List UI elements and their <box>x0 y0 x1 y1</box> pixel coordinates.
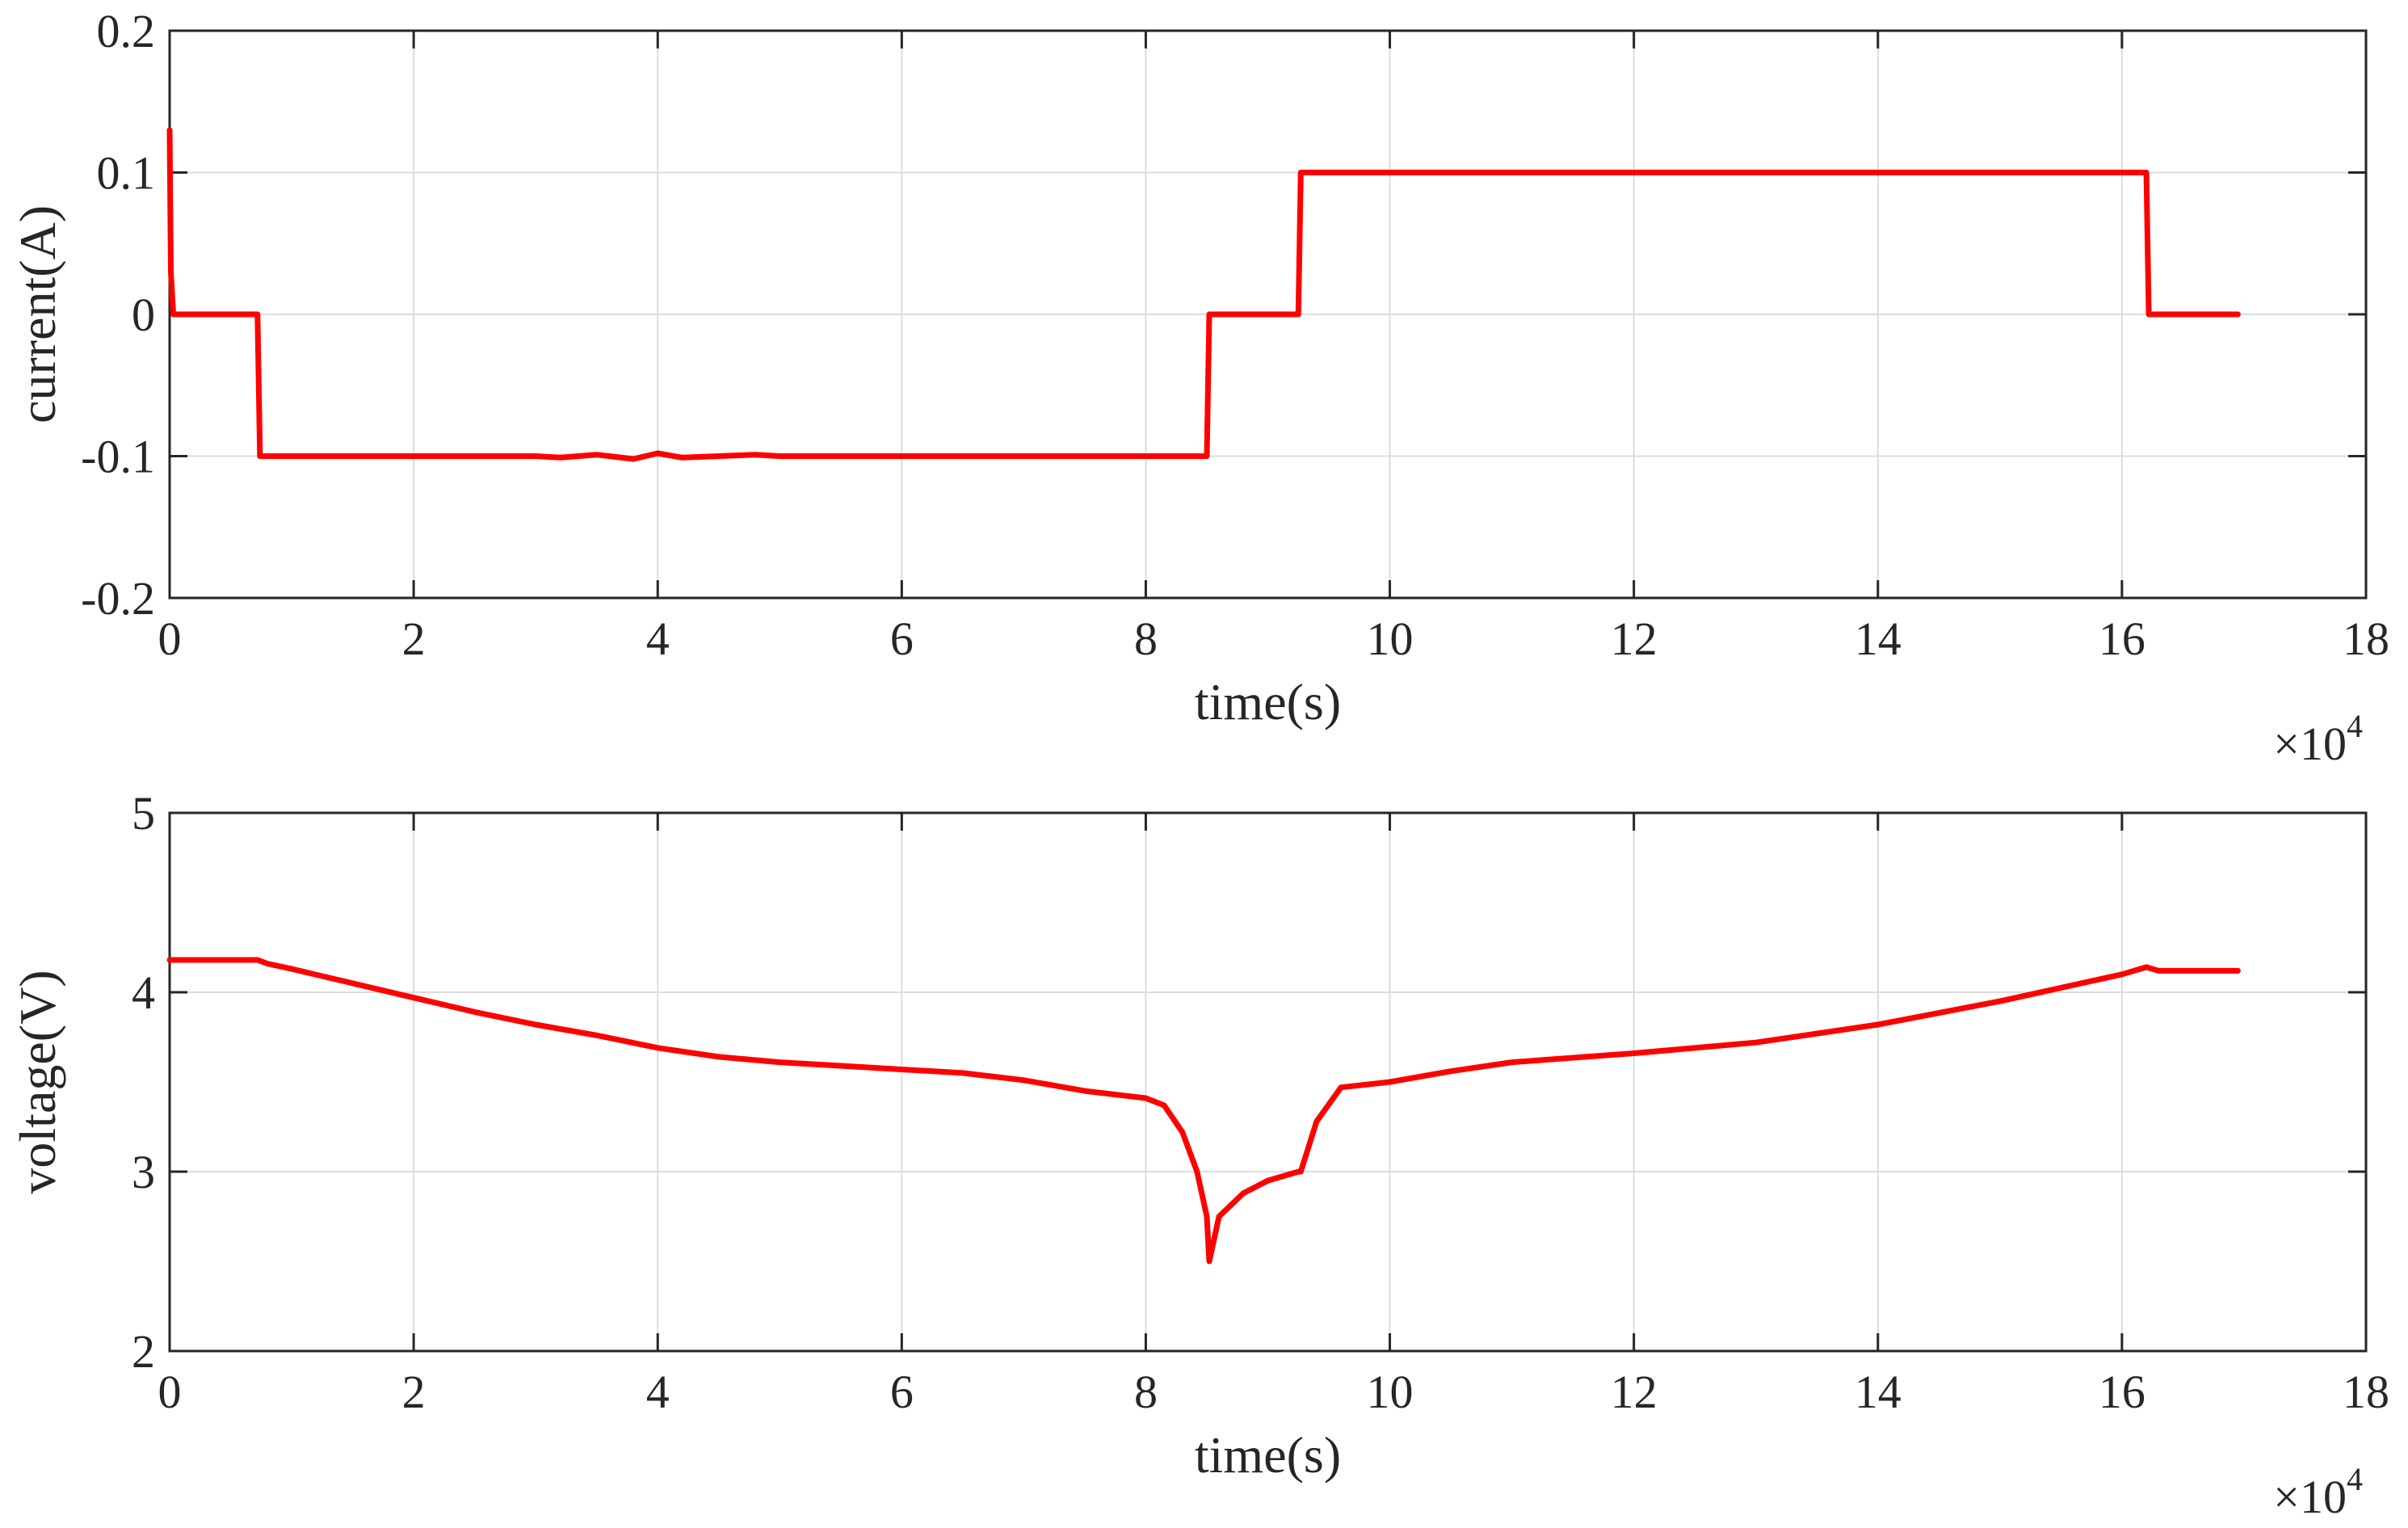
current-xtick-label: 16 <box>2099 612 2145 665</box>
voltage-ytick-label: 3 <box>132 1146 155 1198</box>
current-xtick-label: 10 <box>1367 612 1414 665</box>
current-yaxis-label: current(A) <box>9 205 66 423</box>
voltage-xtick-label: 18 <box>2343 1366 2389 1418</box>
voltage-ytick-label: 5 <box>132 787 155 840</box>
voltage-xtick-label: 14 <box>1855 1366 1902 1418</box>
voltage-x-multiplier-label: ×104 <box>2273 1461 2363 1523</box>
voltage-series-line <box>166 957 2241 1265</box>
voltage-ytick-label: 2 <box>132 1325 155 1378</box>
current-ytick-label: 0 <box>132 288 155 341</box>
current-ytick-label: 0.2 <box>97 5 156 57</box>
voltage-xtick-label: 2 <box>402 1366 426 1418</box>
current-xtick-label: 0 <box>158 612 182 665</box>
voltage-xtick-label: 8 <box>1134 1366 1158 1418</box>
current-series-line <box>166 127 2241 462</box>
voltage-ytick-label: 4 <box>132 966 155 1019</box>
current-xaxis-label: time(s) <box>1195 673 1341 730</box>
current-x-multiplier-base: ×10 <box>2273 718 2347 770</box>
voltage-xtick-label: 12 <box>1611 1366 1658 1418</box>
current-x-multiplier-label: ×104 <box>2273 708 2363 770</box>
current-ytick-label: -0.1 <box>81 431 155 483</box>
voltage-xtick-label: 0 <box>158 1366 182 1418</box>
voltage-xtick-label: 16 <box>2099 1366 2145 1418</box>
current-xtick-label: 8 <box>1134 612 1158 665</box>
current-ytick-label: -0.2 <box>81 572 155 625</box>
voltage-xtick-label: 4 <box>646 1366 670 1418</box>
current-xtick-label: 18 <box>2343 612 2389 665</box>
voltage-axes-box <box>168 811 2368 1353</box>
voltage-xtick-label: 6 <box>890 1366 914 1418</box>
current-x-multiplier-exp: 4 <box>2347 708 2363 744</box>
current-xtick-label: 2 <box>402 612 426 665</box>
voltage-xaxis-label: time(s) <box>1195 1426 1341 1484</box>
voltage-yaxis-label: voltage(V) <box>9 970 66 1193</box>
voltage-x-multiplier-base: ×10 <box>2273 1471 2347 1523</box>
voltage-plot-area <box>170 813 2366 1351</box>
voltage-xtick-label: 10 <box>1367 1366 1414 1418</box>
current-xtick-label: 14 <box>1855 612 1902 665</box>
current-plot: 0 2 4 6 8 10 12 14 16 18 -0.2 -0.1 0 0.1 0.2 time(s) cur… <box>9 5 2389 770</box>
current-ytick-label: 0.1 <box>97 147 156 200</box>
current-xtick-label: 6 <box>890 612 914 665</box>
current-xtick-label: 12 <box>1611 612 1658 665</box>
current-xtick-label: 4 <box>646 612 670 665</box>
voltage-x-multiplier-exp: 4 <box>2347 1461 2363 1497</box>
